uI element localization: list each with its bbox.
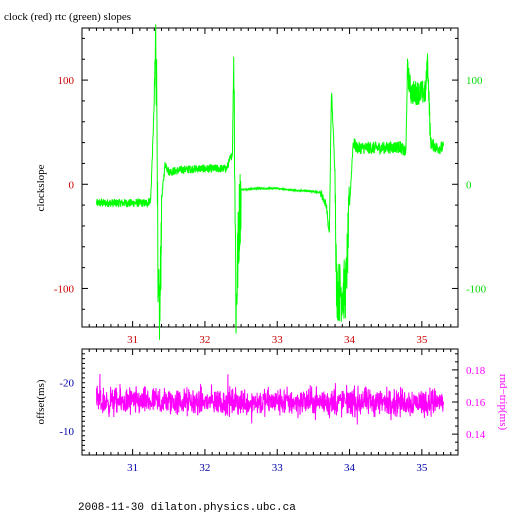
footer-label: 2008-11-30 dilaton.physics.ubc.ca <box>78 502 296 512</box>
top-chart-ylabel: clockslope <box>35 164 47 211</box>
bottom-chart-ylabel-left: offset(ms) <box>35 379 47 424</box>
bottom-series-layer <box>96 373 444 425</box>
top-y-right-tick-label: 100 <box>466 75 483 87</box>
bottom-axis-ticks: 31 32 33 34 35 -20 -10 0.14 0.16 0.18 <box>59 349 486 474</box>
top-x-tick-label: 33 <box>272 334 284 346</box>
top-y-right-tick-label: -100 <box>466 283 487 295</box>
bottom-chart-ylabel-right: rnd−trip(ms) <box>497 374 509 431</box>
bottom-series-line <box>96 373 444 425</box>
top-series-line <box>96 24 444 340</box>
top-x-tick-label: 34 <box>344 334 356 346</box>
bottom-x-tick-label: 31 <box>127 462 138 474</box>
top-y-left-tick-label: 100 <box>58 75 75 87</box>
bottom-x-tick-label: 35 <box>416 462 428 474</box>
top-y-left-tick-label: -100 <box>54 283 75 295</box>
bottom-y-right-tick-label: 0.14 <box>466 429 486 441</box>
top-y-right-tick-label: 0 <box>466 179 472 191</box>
bottom-y-left-tick-label: -10 <box>59 426 74 438</box>
bottom-x-tick-label: 34 <box>344 462 356 474</box>
bottom-y-right-tick-label: 0.16 <box>466 397 486 409</box>
top-x-tick-label: 31 <box>127 334 138 346</box>
top-series-layer <box>96 24 444 340</box>
top-x-tick-label: 35 <box>416 334 428 346</box>
top-y-left-tick-label: 0 <box>69 179 75 191</box>
bottom-y-left-tick-label: -20 <box>59 378 74 390</box>
bottom-y-right-tick-label: 0.18 <box>466 365 486 377</box>
top-chart-title: clock (red) rtc (green) slopes <box>4 11 131 23</box>
bottom-x-tick-label: 32 <box>199 462 210 474</box>
top-axis-ticks: 31 32 33 34 35 -100 0 100 -100 0 100 <box>54 28 487 346</box>
top-plot-frame <box>81 27 459 328</box>
bottom-x-tick-label: 33 <box>272 462 284 474</box>
top-x-tick-label: 32 <box>199 334 210 346</box>
